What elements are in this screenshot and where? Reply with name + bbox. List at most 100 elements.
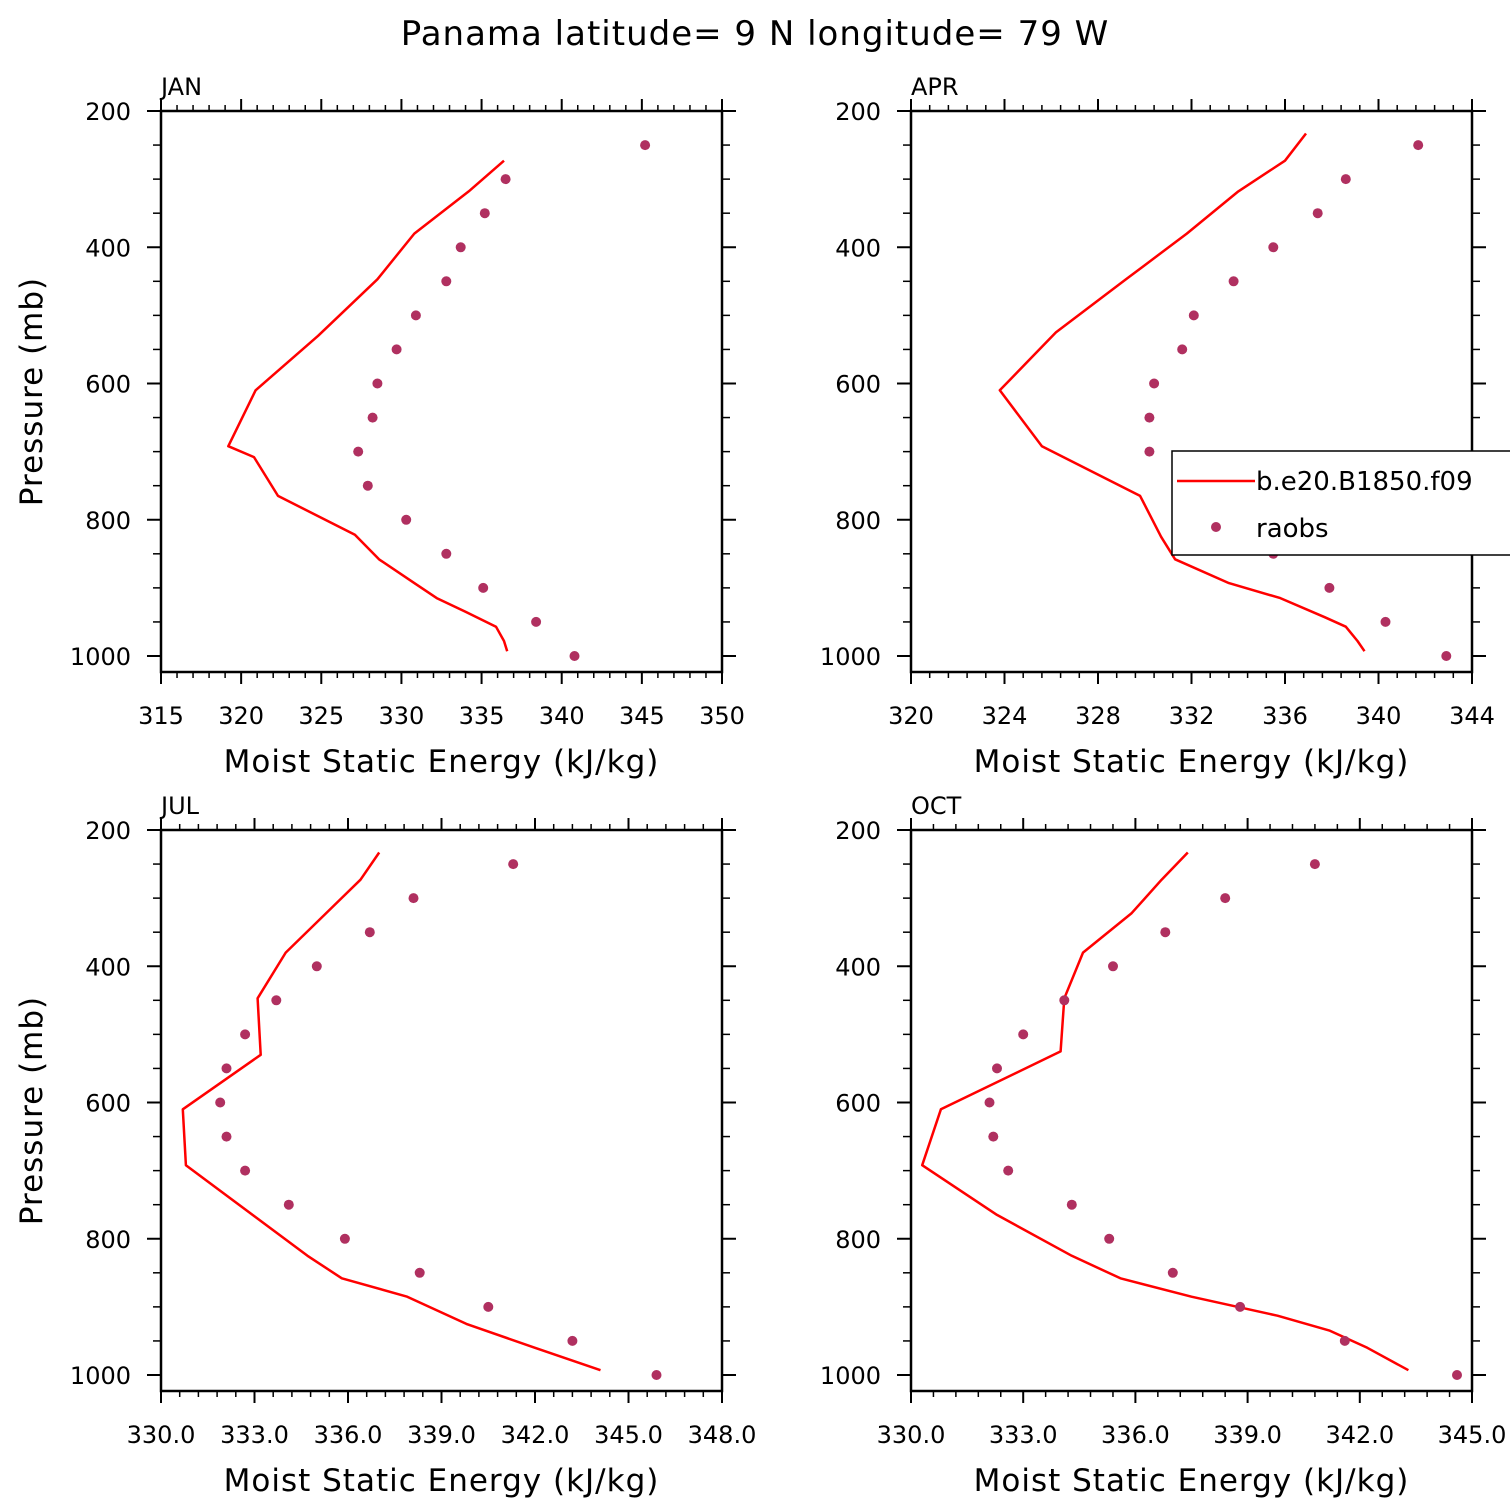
x-axis-label: Moist Static Energy (kJ/kg) bbox=[974, 1463, 1410, 1499]
obs-point bbox=[479, 208, 490, 219]
x-tick-label: 339.0 bbox=[1213, 1421, 1282, 1449]
obs-point bbox=[362, 480, 373, 491]
legend: b.e20.B1850.f09 raobs bbox=[1171, 450, 1510, 556]
plot-frame bbox=[909, 109, 1474, 674]
obs-point bbox=[1452, 1370, 1462, 1380]
x-tick-label: 336 bbox=[1262, 702, 1308, 730]
panel-jul: JUL 330.0 333.0 336.0 339.0 342.0 345.0 348.0 20… bbox=[14, 792, 756, 1499]
panel-apr: APR 320 324 328 332 336 340 344 200 400 600 800 1000… bbox=[820, 73, 1495, 780]
x-tick-label: 340 bbox=[539, 702, 585, 730]
x-tick-label: 342.0 bbox=[1325, 1421, 1394, 1449]
plot-frame bbox=[909, 828, 1474, 1393]
panel-label: JAN bbox=[159, 73, 202, 101]
obs-point bbox=[1188, 310, 1199, 321]
obs-point bbox=[1339, 1335, 1350, 1346]
obs-point bbox=[1312, 208, 1323, 219]
y-axis-label: Pressure (mb) bbox=[14, 996, 50, 1225]
obs-point bbox=[410, 310, 421, 321]
obs-point bbox=[372, 378, 383, 389]
y-tick-label: 800 bbox=[85, 507, 131, 535]
x-tick-label: 340 bbox=[1356, 702, 1402, 730]
y-tick-label: 1000 bbox=[70, 1362, 131, 1390]
obs-point bbox=[1144, 412, 1155, 423]
obs-point bbox=[1309, 859, 1320, 870]
obs-point bbox=[367, 412, 378, 423]
plot-frame bbox=[159, 109, 724, 674]
obs-point bbox=[240, 1029, 251, 1040]
y-tick-label: 200 bbox=[835, 98, 881, 126]
obs-point bbox=[1177, 344, 1188, 355]
obs-point bbox=[283, 1199, 294, 1210]
series-line-model bbox=[181, 851, 601, 1372]
obs-point bbox=[1066, 1199, 1077, 1210]
obs-point bbox=[221, 1131, 232, 1142]
x-axis-label: Moist Static Energy (kJ/kg) bbox=[224, 1463, 660, 1499]
obs-point bbox=[984, 1097, 995, 1108]
x-tick-label: 320 bbox=[888, 702, 934, 730]
x-tick-label: 344 bbox=[1449, 702, 1495, 730]
obs-point bbox=[1167, 1267, 1178, 1278]
y-tick-label: 800 bbox=[835, 1226, 881, 1254]
y-axis-label: Pressure (mb) bbox=[14, 277, 50, 506]
x-tick-label: 348.0 bbox=[688, 1421, 757, 1449]
obs-point bbox=[1104, 1233, 1115, 1244]
obs-point bbox=[408, 893, 419, 904]
obs-point bbox=[1059, 995, 1070, 1006]
panel-label: OCT bbox=[911, 792, 962, 820]
obs-point bbox=[500, 174, 511, 185]
legend-model-label: b.e20.B1850.f09 bbox=[1256, 467, 1473, 497]
y-tick-label: 1000 bbox=[70, 643, 131, 671]
obs-point bbox=[441, 276, 452, 287]
obs-point bbox=[651, 1370, 662, 1380]
panel-label: APR bbox=[911, 73, 959, 101]
obs-point bbox=[414, 1267, 425, 1278]
y-tick-label: 1000 bbox=[820, 643, 881, 671]
series-line-model bbox=[920, 851, 1409, 1372]
obs-point bbox=[353, 446, 364, 457]
y-tick-label: 600 bbox=[85, 1090, 131, 1118]
x-tick-label: 325 bbox=[298, 702, 344, 730]
y-tick-label: 600 bbox=[835, 371, 881, 399]
y-tick-label: 600 bbox=[85, 371, 131, 399]
x-tick-label: 320 bbox=[218, 702, 264, 730]
y-tick-label: 600 bbox=[835, 1090, 881, 1118]
x-tick-label: 332 bbox=[1169, 702, 1215, 730]
obs-point bbox=[569, 651, 580, 661]
x-tick-label: 333.0 bbox=[989, 1421, 1058, 1449]
panel-label: JUL bbox=[159, 792, 200, 820]
obs-point bbox=[1268, 242, 1279, 253]
y-tick-label: 1000 bbox=[820, 1362, 881, 1390]
y-tick-label: 200 bbox=[85, 817, 131, 845]
plot-frame bbox=[159, 828, 724, 1393]
obs-point bbox=[988, 1131, 999, 1142]
obs-point bbox=[508, 859, 519, 870]
obs-point bbox=[483, 1301, 494, 1312]
y-tick-label: 200 bbox=[835, 817, 881, 845]
x-tick-label: 330.0 bbox=[127, 1421, 196, 1449]
x-tick-label: 324 bbox=[982, 702, 1028, 730]
panel-jan: JAN 315 320 325 330 335 340 345 350 200 400 600 800 1… bbox=[14, 73, 745, 780]
y-tick-label: 800 bbox=[85, 1226, 131, 1254]
x-tick-label: 333.0 bbox=[220, 1421, 289, 1449]
x-tick-label: 345 bbox=[619, 702, 665, 730]
obs-point bbox=[1108, 961, 1118, 972]
obs-point bbox=[215, 1097, 226, 1108]
obs-point bbox=[401, 514, 412, 525]
obs-point bbox=[1144, 446, 1155, 457]
obs-point bbox=[1340, 174, 1351, 185]
obs-point bbox=[1003, 1165, 1014, 1176]
obs-point bbox=[531, 616, 542, 627]
y-tick-label: 400 bbox=[835, 953, 881, 981]
obs-point bbox=[478, 582, 489, 593]
panel-oct: OCT 330.0 333.0 336.0 339.0 342.0 345.0 200 400 6… bbox=[820, 792, 1506, 1499]
obs-point bbox=[1149, 378, 1160, 389]
x-tick-label: 315 bbox=[138, 702, 184, 730]
chart-title: Panama latitude= 9 N longitude= 79 W bbox=[401, 14, 1110, 54]
obs-point bbox=[339, 1233, 350, 1244]
obs-point bbox=[441, 548, 452, 559]
obs-point bbox=[1018, 1029, 1029, 1040]
x-tick-label: 330 bbox=[379, 702, 425, 730]
y-tick-label: 200 bbox=[85, 98, 131, 126]
legend-box bbox=[1171, 450, 1510, 556]
obs-point bbox=[1160, 927, 1171, 938]
